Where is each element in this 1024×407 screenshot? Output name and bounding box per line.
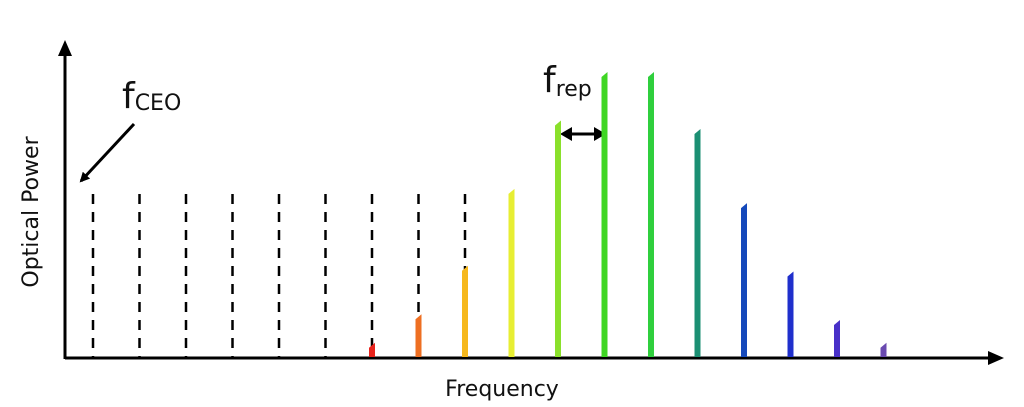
x-axis-label: Frequency bbox=[445, 377, 559, 402]
comb-line bbox=[415, 314, 422, 357]
x-axis-arrowhead bbox=[988, 351, 1004, 365]
comb-line bbox=[834, 319, 840, 357]
comb-line bbox=[787, 271, 794, 357]
comb-line bbox=[508, 188, 515, 357]
y-axis-arrowhead bbox=[58, 40, 72, 56]
fceo-subscript: CEO bbox=[135, 91, 182, 116]
fceo-label: fCEO bbox=[122, 76, 181, 117]
comb-line bbox=[880, 342, 887, 357]
comb-line bbox=[648, 72, 654, 357]
comb-line bbox=[369, 342, 375, 357]
fceo-main: f bbox=[122, 76, 136, 117]
y-axis-label: Optical Power bbox=[19, 135, 44, 287]
frep-subscript: rep bbox=[556, 77, 592, 102]
frep-arrowhead-right bbox=[594, 127, 606, 141]
comb-line bbox=[741, 203, 747, 357]
frep-main: f bbox=[543, 60, 557, 101]
comb-line bbox=[462, 265, 468, 357]
comb-line bbox=[555, 120, 561, 357]
fceo-arrow bbox=[79, 122, 136, 183]
frep-label: frep bbox=[543, 60, 592, 102]
frep-arrowhead-left bbox=[560, 127, 572, 141]
comb-line bbox=[601, 72, 608, 357]
comb-lines-group bbox=[91, 72, 887, 357]
comb-line bbox=[694, 129, 701, 357]
